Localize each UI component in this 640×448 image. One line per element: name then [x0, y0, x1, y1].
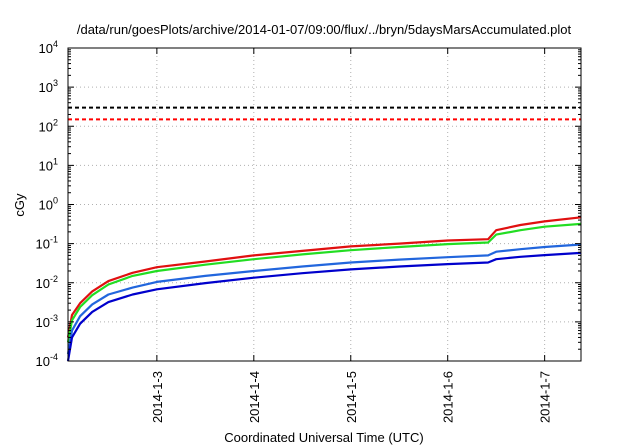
chart-title: /data/run/goesPlots/archive/2014-01-07/0…	[77, 22, 572, 37]
y-axis-label: cGy	[12, 193, 27, 217]
reference-lines	[68, 106, 581, 121]
x-tick-label: 2014-1-5	[344, 371, 359, 423]
y-tick-label: 104	[39, 39, 58, 56]
x-axis-ticks: 2014-1-3 2014-1-4 2014-1-5 2014-1-6 2014-1-7	[150, 48, 553, 423]
x-tick-label: 2014-1-6	[441, 371, 456, 423]
series-lines	[66, 216, 582, 362]
y-tick-label: 100	[39, 196, 58, 213]
grid-lines	[68, 48, 581, 361]
x-tick-label: 2014-1-3	[150, 371, 165, 423]
y-tick-label: 10-4	[36, 352, 58, 369]
y-tick-label: 103	[39, 78, 58, 95]
y-tick-label: 102	[39, 117, 58, 134]
x-tick-label: 2014-1-4	[247, 371, 262, 423]
y-tick-label: 10-2	[36, 274, 58, 291]
series-line	[66, 251, 582, 362]
y-tick-label: 10-1	[36, 235, 58, 252]
y-tick-label: 10-3	[36, 313, 58, 330]
x-axis-label: Coordinated Universal Time (UTC)	[224, 430, 423, 445]
series-line	[66, 216, 582, 338]
x-tick-label: 2014-1-7	[538, 371, 553, 423]
series-line	[66, 243, 582, 355]
series-line	[66, 222, 582, 343]
y-tick-label: 101	[39, 156, 58, 173]
